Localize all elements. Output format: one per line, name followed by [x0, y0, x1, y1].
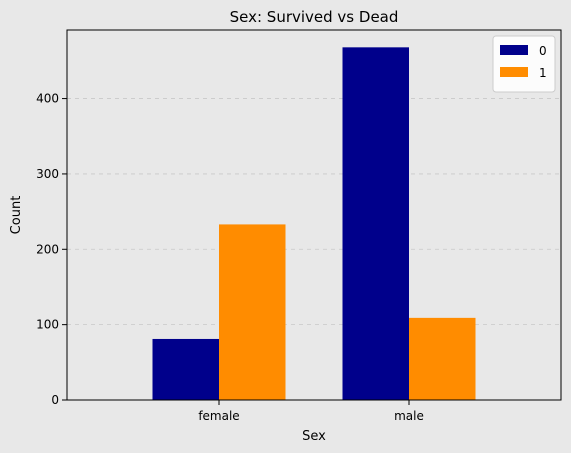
legend-swatch-0 [500, 45, 528, 55]
y-tick-label: 200 [36, 242, 59, 256]
legend-label: 0 [539, 44, 547, 58]
grid-lines [67, 98, 561, 326]
bar-male-series-1 [409, 317, 476, 400]
bar-male-series-0 [342, 47, 409, 401]
y-axis-ticks: 0 100 200 300 400 [36, 92, 67, 407]
legend: 01 [492, 35, 556, 93]
y-tick-label: 100 [36, 318, 59, 332]
y-axis-label: Count [9, 196, 24, 235]
plot-frame [66, 29, 562, 401]
x-tick-label: male [394, 409, 424, 423]
chart-title: Sex: Survived vs Dead [230, 8, 399, 26]
x-axis-label: Sex [302, 429, 326, 444]
y-tick-label: 400 [36, 92, 59, 106]
bars [152, 47, 476, 401]
legend-label: 1 [539, 66, 547, 80]
legend-swatch-1 [500, 67, 528, 77]
bar-female-series-1 [219, 224, 286, 400]
x-axis-ticks: female male [198, 400, 424, 423]
x-tick-label: female [198, 409, 239, 423]
y-tick-label: 0 [51, 393, 59, 407]
bar-female-series-0 [152, 338, 219, 400]
y-tick-label: 300 [36, 167, 59, 181]
